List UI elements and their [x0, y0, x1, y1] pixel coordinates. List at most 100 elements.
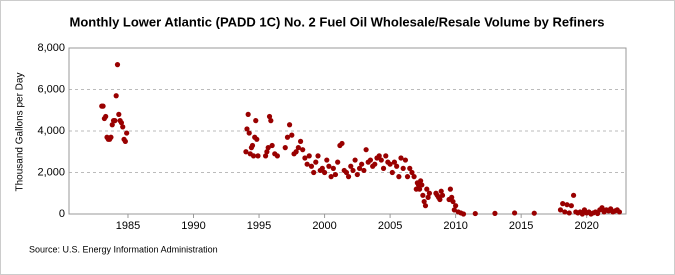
data-point	[118, 120, 125, 126]
data-point	[339, 140, 345, 147]
data-point	[411, 174, 417, 180]
data-point	[313, 159, 319, 165]
data-point	[295, 145, 301, 151]
x-tick-label: 2015	[509, 220, 533, 232]
data-point	[378, 157, 384, 163]
data-point	[451, 207, 457, 213]
x-tick-label: 2010	[443, 220, 467, 232]
data-point	[335, 159, 341, 165]
data-point	[424, 186, 430, 192]
data-point	[348, 163, 354, 169]
data-point	[112, 118, 118, 124]
data-point	[264, 149, 270, 155]
plot-frame	[68, 47, 627, 215]
data-point	[398, 155, 404, 161]
data-point	[387, 161, 393, 167]
data-point	[420, 192, 426, 198]
data-point	[407, 165, 413, 171]
data-point	[243, 149, 249, 155]
data-point	[616, 209, 623, 215]
data-point	[120, 124, 126, 130]
data-point	[422, 203, 429, 209]
data-point	[268, 118, 274, 124]
y-tick-label: 8,000	[37, 42, 65, 54]
x-tick-label: 2000	[312, 220, 336, 232]
data-point	[326, 163, 332, 169]
data-point	[437, 196, 443, 203]
data-point	[599, 205, 605, 211]
x-tick-label: 1995	[247, 220, 271, 232]
data-point	[343, 169, 350, 176]
data-point	[321, 169, 328, 176]
data-point	[306, 153, 312, 159]
data-point	[250, 153, 257, 159]
data-point	[402, 157, 409, 163]
chart-title: Monthly Lower Atlantic (PADD 1C) No. 2 F…	[69, 14, 604, 29]
data-point	[245, 111, 251, 117]
data-point	[124, 130, 130, 136]
data-point	[315, 153, 321, 159]
data-point	[109, 122, 115, 128]
data-point	[367, 157, 374, 163]
data-point	[449, 194, 455, 200]
data-point	[345, 174, 352, 180]
data-point	[324, 157, 330, 163]
y-axis-label: Thousand Gallons per Day	[15, 73, 26, 192]
data-point	[108, 134, 114, 140]
data-point	[409, 169, 415, 176]
data-point	[394, 163, 400, 169]
data-point	[311, 169, 317, 176]
data-point	[564, 202, 570, 208]
data-point	[450, 198, 456, 205]
data-point	[100, 103, 106, 109]
data-point	[114, 62, 121, 68]
data-point	[380, 165, 387, 171]
data-point	[253, 118, 259, 124]
data-point	[447, 186, 453, 192]
data-point	[255, 153, 261, 159]
data-point	[562, 209, 568, 215]
data-point	[568, 203, 574, 209]
data-point	[566, 210, 572, 216]
data-point	[304, 161, 310, 167]
data-point	[308, 163, 315, 169]
data-point	[439, 192, 446, 198]
data-point	[122, 138, 128, 144]
data-point	[579, 211, 585, 217]
data-point	[511, 210, 518, 216]
data-point	[282, 145, 288, 151]
data-point	[426, 190, 433, 196]
data-point	[404, 174, 411, 180]
data-point	[354, 171, 360, 178]
data-point	[254, 136, 260, 142]
data-point	[438, 188, 444, 194]
data-point	[361, 167, 367, 174]
data-point	[376, 153, 382, 159]
x-tick-label: 1985	[116, 220, 140, 232]
data-point	[284, 134, 291, 140]
data-point	[246, 130, 252, 136]
data-point	[400, 165, 406, 171]
data-point	[356, 165, 363, 171]
data-point	[391, 159, 398, 165]
data-point	[372, 161, 378, 167]
x-tick-label: 1990	[181, 220, 205, 232]
data-point	[116, 111, 122, 117]
data-point	[359, 161, 365, 167]
data-point	[319, 165, 325, 171]
data-point	[352, 157, 358, 163]
data-point	[265, 145, 271, 151]
data-point	[332, 171, 339, 178]
data-point	[453, 203, 459, 209]
data-point	[103, 113, 109, 120]
source-note: Source: U.S. Energy Information Administ…	[29, 244, 218, 254]
data-point	[289, 132, 295, 138]
data-point	[419, 182, 425, 188]
data-point	[269, 142, 275, 149]
data-point	[274, 153, 280, 159]
data-point	[492, 210, 498, 216]
y-tick-label: 2,000	[37, 166, 65, 178]
data-point	[363, 147, 369, 153]
data-point	[293, 149, 299, 155]
